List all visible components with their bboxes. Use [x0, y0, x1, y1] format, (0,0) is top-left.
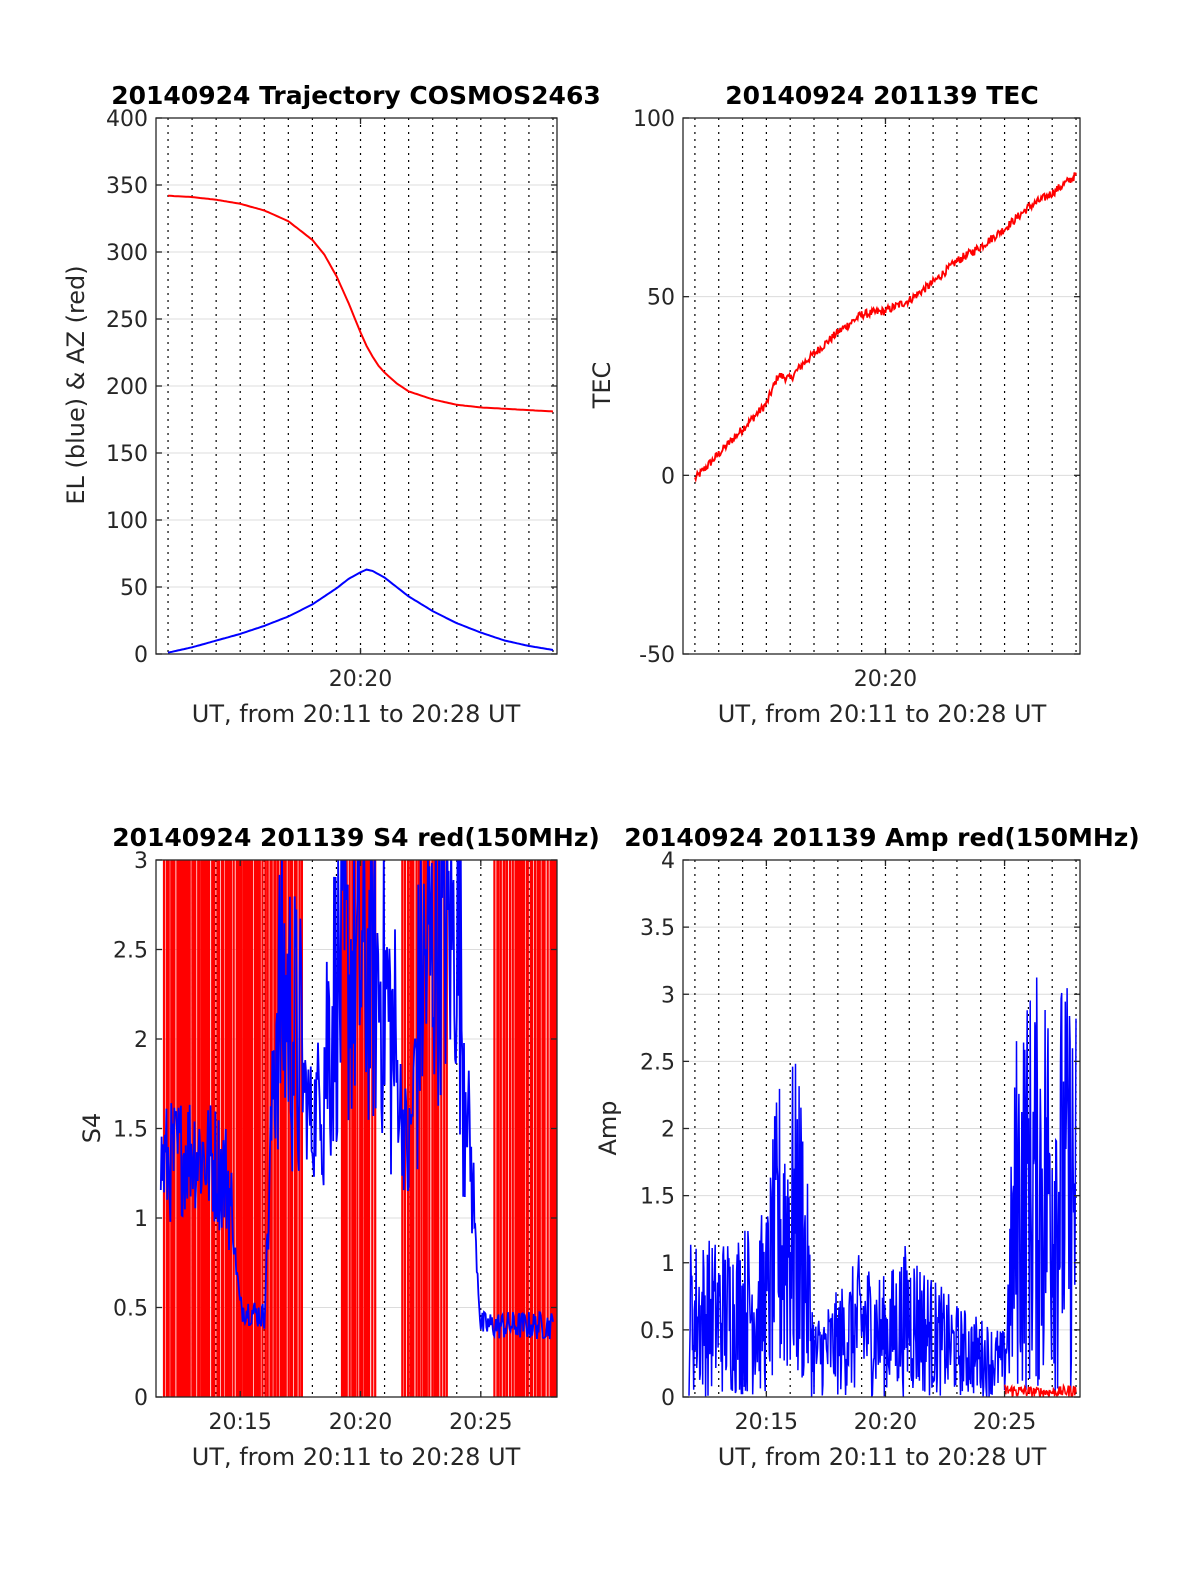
amp-y-tick-label: 2.5: [640, 1050, 675, 1075]
s4-ylabel: S4: [78, 1113, 106, 1144]
tec-axes-box: [682, 117, 1081, 655]
s4-x-tick-label: 20:15: [209, 1410, 272, 1435]
amp-title: 20140924 201139 Amp red(150MHz): [624, 823, 1140, 852]
trajectory-ylabel: EL (blue) & AZ (red): [62, 265, 90, 504]
amp-y-tick-label: 4: [661, 849, 675, 874]
tec-xlabel: UT, from 20:11 to 20:28 UT: [718, 700, 1047, 728]
s4-x-tick-label: 20:20: [329, 1410, 392, 1435]
trajectory-y-tick-label: 350: [106, 174, 148, 199]
trajectory-y-tick-label: 100: [106, 509, 148, 534]
amp-y-tick-label: 3: [661, 983, 675, 1008]
s4-data: [159, 860, 557, 1397]
trajectory-x-tick-label: 20:20: [329, 667, 392, 692]
az-series: [167, 194, 554, 413]
amp-x-tick-label: 20:15: [735, 1410, 798, 1435]
amp-y-tick-label: 1.5: [640, 1185, 675, 1210]
s4-y-tick-label: 1.5: [113, 1118, 148, 1143]
tec-data: [694, 172, 1077, 483]
trajectory-y-tick-label: 250: [106, 308, 148, 333]
amp-y-tick-label: 0: [661, 1386, 675, 1411]
s4-y-tick-label: 2.5: [113, 939, 148, 964]
trajectory-y-tick-label: 300: [106, 241, 148, 266]
s4-panel: 20140924 201139 S4 red(150MHz) UT, from …: [78, 823, 600, 1471]
tec-y-tick-label: -50: [639, 643, 675, 668]
s4-y-tick-label: 0: [134, 1386, 148, 1411]
s4-y-tick-label: 0.5: [113, 1297, 148, 1322]
amp-y-tick-label: 0.5: [640, 1319, 675, 1344]
amp-ylabel: Amp: [594, 1100, 622, 1155]
tec-y-tick-label: 100: [633, 107, 675, 132]
s4-y-tick-label: 2: [134, 1028, 148, 1053]
trajectory-xlabel: UT, from 20:11 to 20:28 UT: [192, 700, 521, 728]
s4-blue-series: [159, 860, 554, 1340]
s4-red-series: [162, 860, 557, 1397]
tec-ylabel: TEC: [588, 362, 616, 410]
amp-y-tick-label: 2: [661, 1118, 675, 1143]
trajectory-y-tick-label: 0: [134, 643, 148, 668]
s4-title: 20140924 201139 S4 red(150MHz): [112, 823, 600, 852]
tec-panel: 20140924 201139 TEC UT, from 20:11 to 20…: [588, 81, 1081, 728]
trajectory-y-tick-label: 50: [120, 576, 148, 601]
tec-y-tick-label: 50: [647, 286, 675, 311]
trajectory-data: [167, 194, 554, 654]
tec-y-tick-label: 0: [661, 464, 675, 489]
tec-title: 20140924 201139 TEC: [725, 81, 1038, 110]
trajectory-y-tick-label: 150: [106, 442, 148, 467]
amp-xlabel: UT, from 20:11 to 20:28 UT: [718, 1443, 1047, 1471]
amp-y-tick-label: 3.5: [640, 916, 675, 941]
trajectory-panel: 20140924 Trajectory COSMOS2463 UT, from …: [62, 81, 601, 728]
trajectory-title: 20140924 Trajectory COSMOS2463: [111, 81, 601, 110]
trajectory-y-tick-label: 400: [106, 107, 148, 132]
tec-series: [694, 172, 1077, 483]
s4-y-tick-label: 3: [134, 849, 148, 874]
s4-y-tick-label: 1: [134, 1207, 148, 1232]
s4-xlabel: UT, from 20:11 to 20:28 UT: [192, 1443, 521, 1471]
el-series: [167, 568, 554, 654]
s4-x-tick-label: 20:25: [449, 1410, 512, 1435]
amp-x-tick-label: 20:25: [973, 1410, 1036, 1435]
amp-x-tick-label: 20:20: [854, 1410, 917, 1435]
amp-panel: 20140924 201139 Amp red(150MHz) UT, from…: [594, 823, 1140, 1471]
amp-y-tick-label: 1: [661, 1252, 675, 1277]
trajectory-y-tick-label: 200: [106, 375, 148, 400]
tec-x-tick-label: 20:20: [854, 667, 917, 692]
amp-blue-series: [688, 977, 1077, 1397]
